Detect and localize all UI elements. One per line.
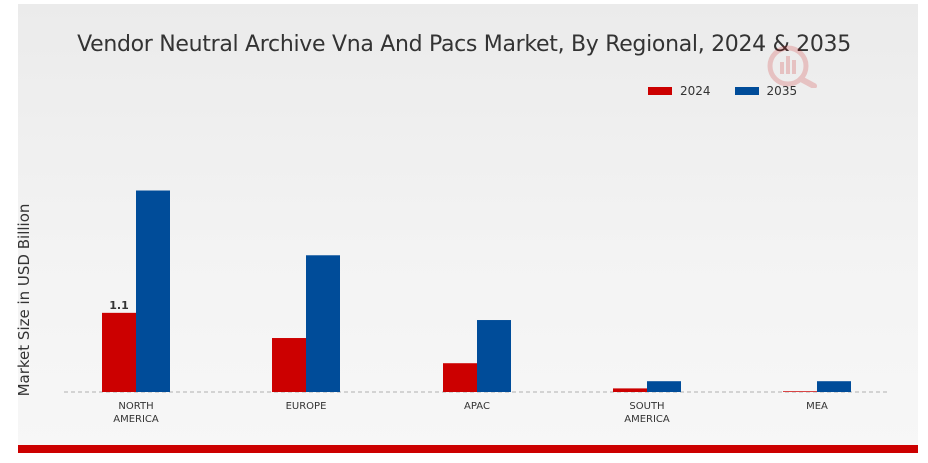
- chart-title: Vendor Neutral Archive Vna And Pacs Mark…: [77, 32, 851, 57]
- legend-label-2024: 2024: [680, 84, 711, 98]
- bottom-accent-bar: [18, 445, 918, 453]
- bar-2024-south-america: [613, 388, 647, 392]
- x-tick-label-apac: APAC: [464, 401, 490, 412]
- bar-2035-south-america: [647, 381, 681, 392]
- legend-item-2024: 2024: [648, 84, 711, 98]
- bar-2035-mea: [817, 381, 851, 392]
- legend-swatch-2024: [648, 87, 672, 95]
- bar-2024-apac: [443, 363, 477, 392]
- x-tick-label-north-america: NORTH AMERICA: [113, 401, 159, 425]
- bar-2024-mea: [783, 391, 817, 392]
- x-tick-label-south-america: SOUTH AMERICA: [624, 401, 670, 425]
- x-tick-label-mea: MEA: [806, 401, 828, 412]
- bar-2024-north-america: [102, 312, 136, 392]
- legend-label-2035: 2035: [766, 84, 798, 98]
- x-tick-label-europe: EUROPE: [286, 401, 327, 412]
- data-label-2024-0: 1.1: [109, 299, 129, 312]
- bar-2035-apac: [477, 320, 511, 392]
- bar-2024-europe: [272, 338, 306, 392]
- legend: 2024 2035: [648, 84, 821, 98]
- bar-2035-north-america: [136, 190, 170, 392]
- legend-item-2035: 2035: [734, 84, 798, 98]
- bar-2035-europe: [306, 255, 340, 392]
- watermark-logo-icon: [767, 45, 817, 88]
- legend-swatch-2035: [734, 87, 759, 95]
